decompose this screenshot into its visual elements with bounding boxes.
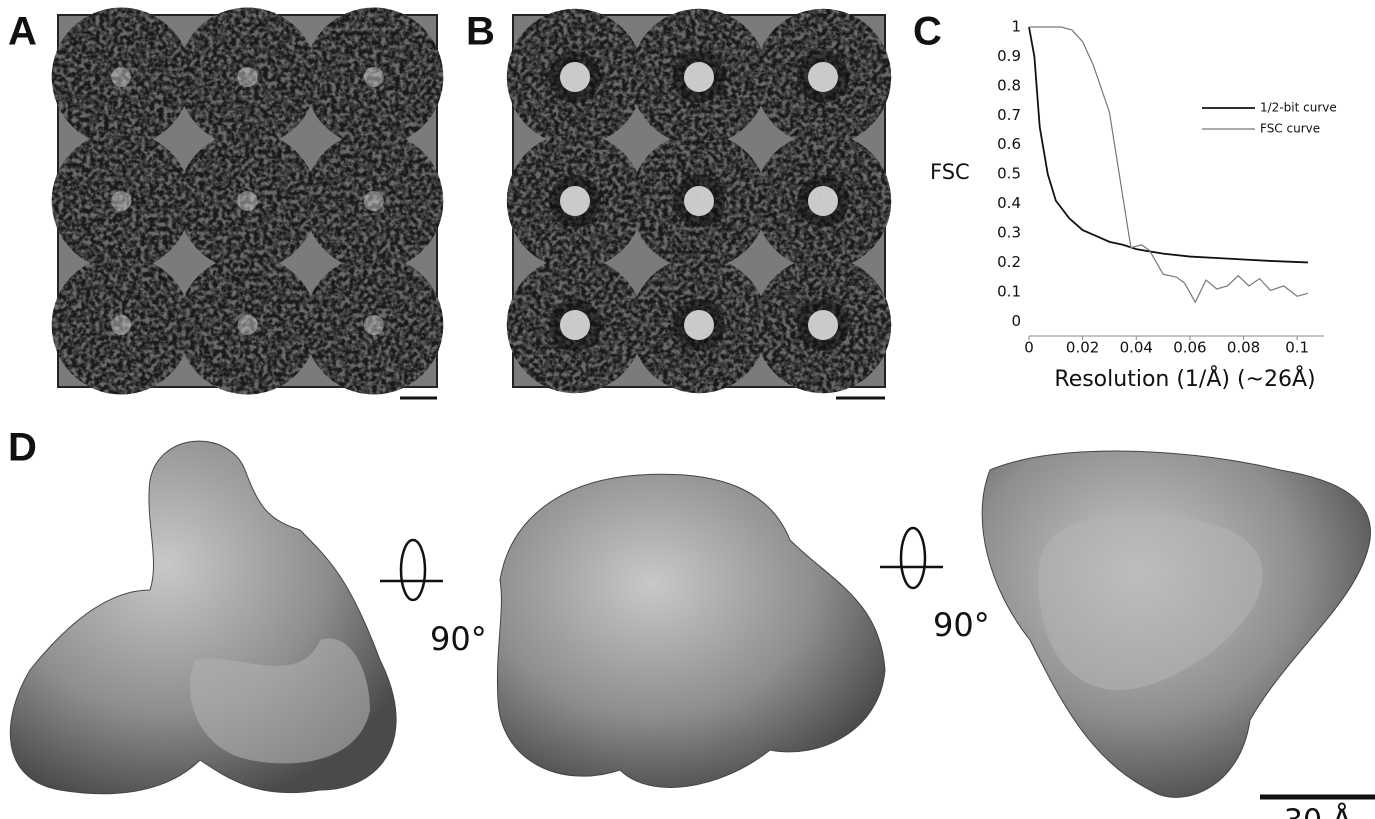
panel-label: B	[466, 10, 495, 54]
legend-label: FSC curve	[1260, 122, 1320, 136]
x-tick-label: 0.08	[1227, 339, 1260, 357]
particle-core	[808, 186, 838, 216]
y-axis-label: FSC	[930, 160, 970, 184]
x-tick-label: 0.04	[1120, 339, 1153, 357]
particle-core	[238, 191, 258, 211]
particle-core	[364, 67, 384, 87]
micrograph-panel	[52, 8, 444, 395]
y-tick-label: 0.1	[997, 282, 1021, 300]
panel-label: C	[913, 10, 942, 54]
particle-core	[808, 310, 838, 340]
fsc-chart: 0 0.1 0.2 0.3 0.4 0.5 0.6 0.7 0.8 0.9 1 0 0.02 0.04 0.…	[930, 18, 1337, 393]
density-map	[10, 441, 1370, 797]
particle-core	[111, 315, 131, 335]
particle-core	[808, 62, 838, 92]
particle-core	[364, 315, 384, 335]
particle-core	[684, 62, 714, 92]
legend-label: 1/2-bit curve	[1260, 101, 1337, 115]
particle-core	[238, 315, 258, 335]
y-tick-label: 0.6	[997, 135, 1021, 153]
y-tick-label: 0	[1011, 312, 1021, 330]
y-tick-label: 1	[1011, 18, 1021, 36]
micrograph-panel	[507, 9, 891, 393]
y-tick-label: 0.5	[997, 165, 1021, 183]
particle-core	[560, 186, 590, 216]
particle-core	[560, 62, 590, 92]
rotation-label: 90°	[933, 606, 990, 644]
y-tick-label: 0.2	[997, 253, 1021, 271]
rotation-label: 90°	[430, 620, 487, 658]
y-tick-label: 0.3	[997, 224, 1021, 242]
y-tick-label: 0.7	[997, 106, 1021, 124]
particle-core	[364, 191, 384, 211]
figure: A B C 0 0.1 0.2 0.3 0.4 0.5 0.6 0.7 0.8 0.9 1 0 0.02…	[0, 0, 1375, 819]
x-tick-label: 0.06	[1173, 339, 1206, 357]
y-tick-label: 0.9	[997, 47, 1021, 65]
particle-core	[111, 191, 131, 211]
particle-core	[238, 67, 258, 87]
panel-label: A	[8, 10, 37, 54]
fsc-line	[1029, 27, 1308, 262]
particle-core	[560, 310, 590, 340]
particle-core	[111, 67, 131, 87]
panel-label: D	[8, 426, 37, 470]
x-tick-label: 0.02	[1066, 339, 1099, 357]
scale-bar-label: 30 Å	[1284, 803, 1353, 819]
x-tick-label: 0	[1024, 339, 1034, 357]
x-tick-label: 0.1	[1285, 339, 1309, 357]
x-axis-label: Resolution (1/Å) (~26Å)	[1054, 365, 1315, 392]
particle-core	[684, 186, 714, 216]
y-tick-label: 0.4	[997, 194, 1021, 212]
y-tick-label: 0.8	[997, 76, 1021, 94]
particle-core	[684, 310, 714, 340]
